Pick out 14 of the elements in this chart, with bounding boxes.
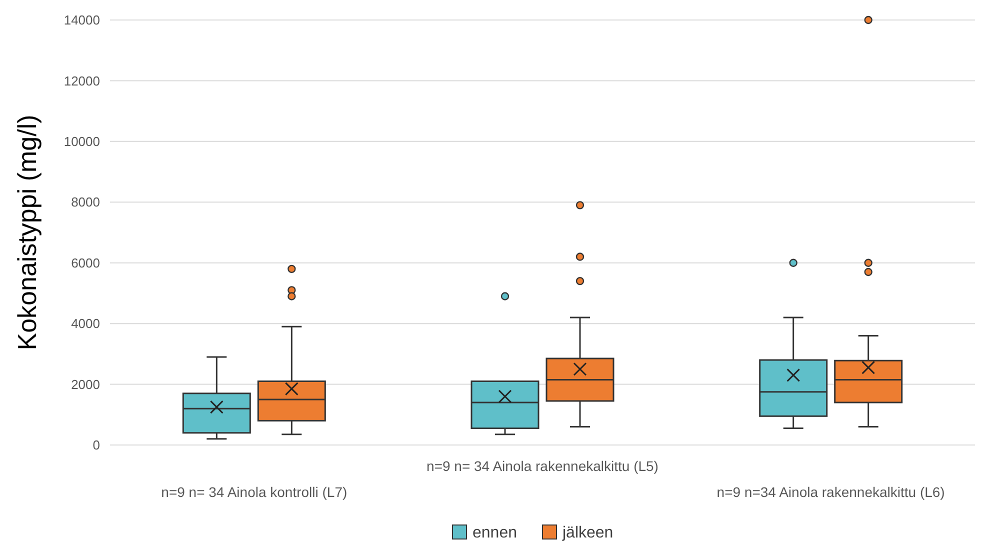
y-tick-label: 2000 — [71, 376, 100, 392]
y-tick-label: 8000 — [71, 194, 100, 210]
x-tick-label: n=9 n= 34 Ainola rakennekalkittu (L5) — [426, 458, 658, 474]
y-tick-label: 6000 — [71, 255, 100, 270]
legend-label: ennen — [472, 524, 517, 542]
legend-label: jälkeen — [562, 524, 614, 542]
x-tick-label: n=9 n=34 Ainola rakennekalkittu (L6) — [716, 484, 945, 500]
y-tick-label: 10000 — [64, 134, 100, 149]
y-axis-title: Kokonaistyppi (mg/l) — [12, 114, 42, 350]
y-tick-label: 12000 — [64, 73, 100, 88]
y-tick-label: 0 — [92, 438, 100, 453]
y-tick-label: 14000 — [64, 12, 100, 28]
y-tick-label: 4000 — [71, 316, 100, 332]
x-tick-label: n=9 n= 34 Ainola kontrolli (L7) — [161, 484, 348, 500]
